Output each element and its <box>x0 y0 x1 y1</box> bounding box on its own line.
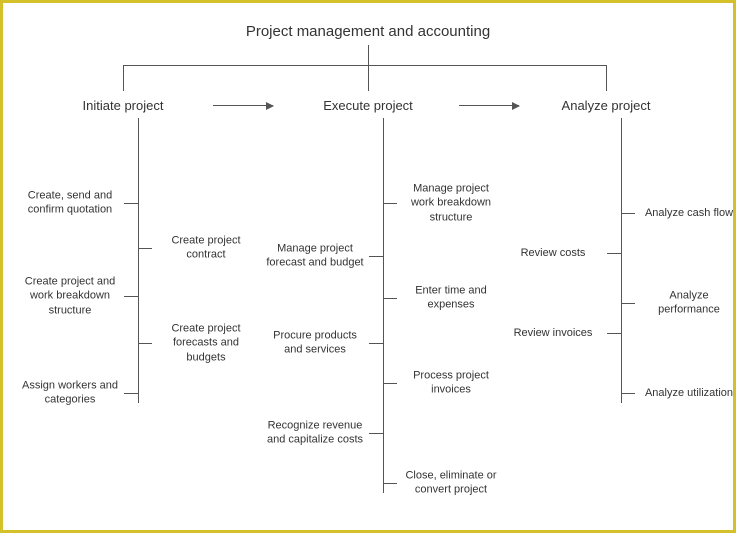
tick-execute_left-0 <box>369 256 383 257</box>
spine-execute_left <box>383 118 384 493</box>
item-execute_left-0: Manage project forecast and budget <box>265 242 365 271</box>
tick-execute_left-2 <box>369 433 383 434</box>
item-analyze_left-1: Review invoices <box>503 326 603 340</box>
diagram-canvas: Project management and accounting Initia… <box>3 3 733 530</box>
item-execute_right-3: Close, eliminate or convert project <box>401 469 501 498</box>
connector-drop-2 <box>606 65 607 91</box>
tick-execute_right-2 <box>383 383 397 384</box>
item-initiate_right-1: Create project forecasts and budgets <box>156 322 256 365</box>
diagram-title: Project management and accounting <box>246 23 490 40</box>
tick-analyze_right-2 <box>621 393 635 394</box>
connector-h <box>123 65 606 66</box>
item-analyze_left-0: Review costs <box>503 246 603 260</box>
arrow-1 <box>459 105 519 106</box>
item-analyze_right-2: Analyze utilization <box>639 386 736 400</box>
item-initiate_left-1: Create project and work breakdown struct… <box>20 275 120 318</box>
item-execute_left-1: Procure products and services <box>265 329 365 358</box>
tick-initiate_left-2 <box>124 393 138 394</box>
tick-execute_left-1 <box>369 343 383 344</box>
tick-execute_right-3 <box>383 483 397 484</box>
tick-initiate_left-0 <box>124 203 138 204</box>
item-execute_left-2: Recognize revenue and capitalize costs <box>265 419 365 448</box>
item-execute_right-1: Enter time and expenses <box>401 284 501 313</box>
item-initiate_left-2: Assign workers and categories <box>20 379 120 408</box>
connector-drop-0 <box>123 65 124 91</box>
item-execute_right-0: Manage project work breakdown structure <box>401 182 501 225</box>
connector-root <box>368 45 369 65</box>
tick-analyze_left-0 <box>607 253 621 254</box>
tick-initiate_right-0 <box>138 248 152 249</box>
spine-analyze_left <box>621 118 622 403</box>
connector-drop-1 <box>368 65 369 91</box>
tick-execute_right-1 <box>383 298 397 299</box>
tick-initiate_left-1 <box>124 296 138 297</box>
phase-analyze: Analyze project <box>562 98 651 113</box>
tick-analyze_left-1 <box>607 333 621 334</box>
spine-initiate_left <box>138 118 139 403</box>
item-initiate_left-0: Create, send and confirm quotation <box>20 189 120 218</box>
item-analyze_right-0: Analyze cash flow <box>639 206 736 220</box>
item-initiate_right-0: Create project contract <box>156 234 256 263</box>
item-analyze_right-1: Analyze performance <box>639 289 736 318</box>
phase-initiate: Initiate project <box>83 98 164 113</box>
item-execute_right-2: Process project invoices <box>401 369 501 398</box>
phase-execute: Execute project <box>323 98 413 113</box>
tick-analyze_right-0 <box>621 213 635 214</box>
tick-analyze_right-1 <box>621 303 635 304</box>
tick-initiate_right-1 <box>138 343 152 344</box>
tick-execute_right-0 <box>383 203 397 204</box>
arrow-0 <box>213 105 273 106</box>
